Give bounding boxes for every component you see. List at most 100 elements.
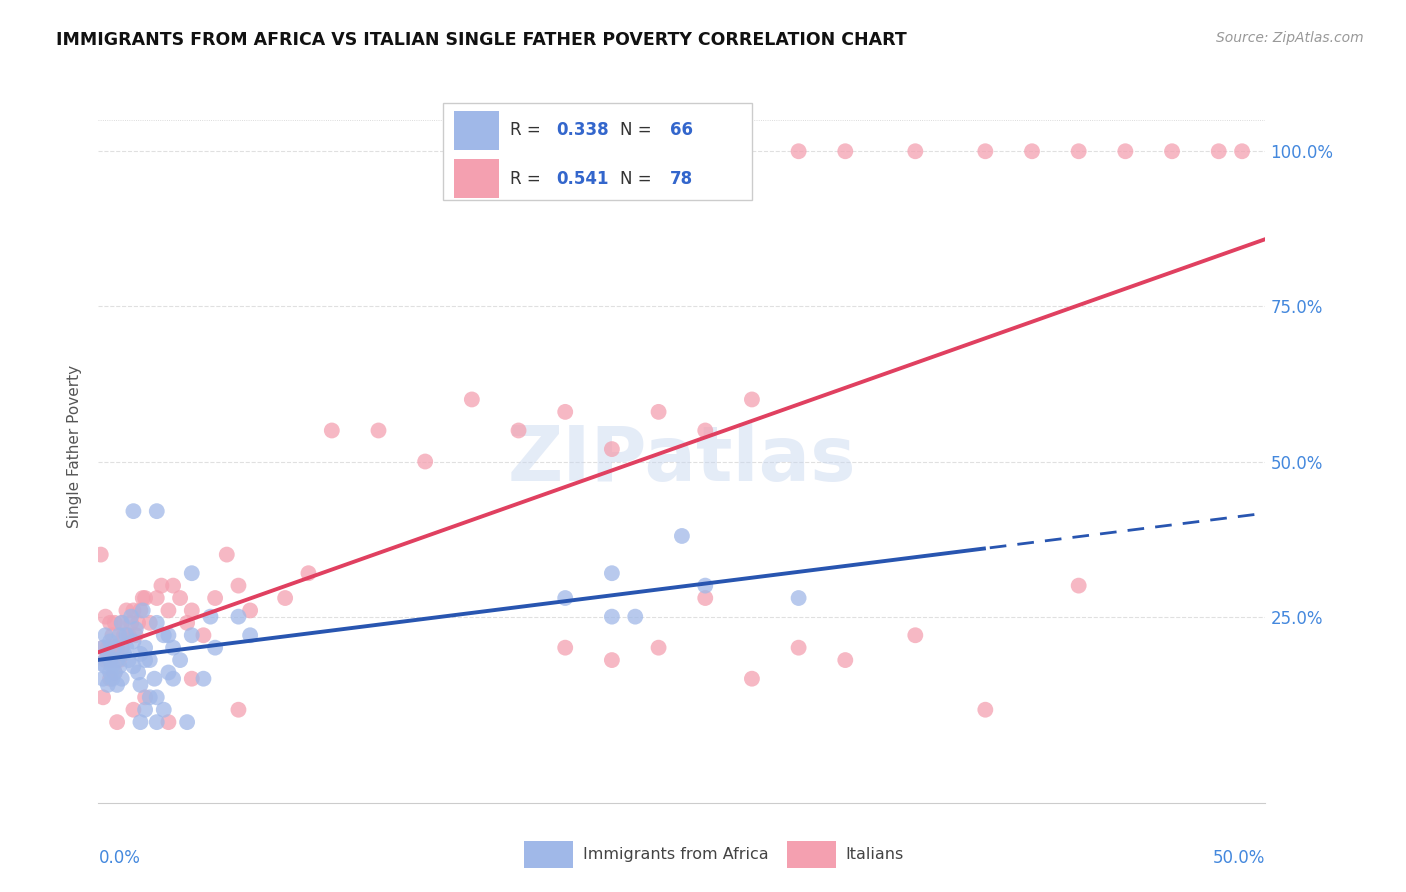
Point [169, 653, 191, 667]
Point [91, 640, 114, 655]
Point [134, 690, 156, 705]
Point [1230, 145, 1253, 159]
Point [132, 591, 155, 605]
Point [508, 424, 530, 438]
Point [115, 628, 138, 642]
Text: Italians: Italians [845, 847, 904, 862]
Point [134, 653, 156, 667]
Point [101, 640, 124, 655]
Point [97, 640, 120, 655]
FancyBboxPatch shape [524, 840, 574, 868]
Point [741, 672, 763, 686]
Point [98, 634, 121, 648]
Text: IMMIGRANTS FROM AFRICA VS ITALIAN SINGLE FATHER POVERTY CORRELATION CHART: IMMIGRANTS FROM AFRICA VS ITALIAN SINGLE… [56, 31, 907, 49]
Point [105, 640, 128, 655]
Point [122, 703, 145, 717]
Text: 66: 66 [671, 121, 693, 139]
Point [150, 579, 173, 593]
Point [974, 703, 997, 717]
Point [146, 591, 169, 605]
Point [104, 665, 127, 680]
Point [91, 640, 114, 655]
Point [90, 548, 112, 562]
Point [413, 454, 436, 468]
Point [787, 591, 810, 605]
Point [94, 609, 117, 624]
Point [97, 678, 120, 692]
Point [193, 628, 215, 642]
Point [129, 647, 152, 661]
Point [671, 529, 693, 543]
Point [193, 672, 215, 686]
Point [157, 665, 180, 680]
Point [98, 653, 121, 667]
Point [1021, 145, 1043, 159]
Point [122, 659, 145, 673]
Point [176, 715, 198, 730]
Point [115, 603, 138, 617]
Point [97, 647, 120, 661]
Point [200, 609, 222, 624]
Point [1208, 145, 1230, 159]
Point [105, 653, 128, 667]
Point [112, 647, 135, 661]
Text: 0.0%: 0.0% [98, 849, 141, 867]
Point [132, 603, 155, 617]
Point [974, 145, 997, 159]
Point [157, 628, 180, 642]
Point [600, 609, 623, 624]
Point [904, 628, 927, 642]
Point [98, 665, 121, 680]
Text: N =: N = [620, 169, 657, 187]
Point [239, 603, 262, 617]
Point [91, 690, 114, 705]
Point [695, 591, 717, 605]
Point [111, 640, 134, 655]
Point [834, 145, 856, 159]
Point [104, 665, 127, 680]
Point [118, 653, 141, 667]
Point [239, 628, 262, 642]
Point [120, 615, 142, 630]
Point [98, 672, 121, 686]
Point [105, 715, 128, 730]
Point [115, 640, 138, 655]
Point [554, 591, 576, 605]
Point [600, 653, 623, 667]
Text: 50.0%: 50.0% [1213, 849, 1265, 867]
Point [228, 579, 250, 593]
Point [204, 591, 226, 605]
Point [104, 615, 127, 630]
Point [139, 615, 162, 630]
FancyBboxPatch shape [454, 159, 499, 198]
Point [367, 424, 389, 438]
Point [139, 690, 162, 705]
Point [600, 442, 623, 456]
Point [98, 653, 121, 667]
Point [321, 424, 343, 438]
Point [129, 715, 152, 730]
Text: 0.541: 0.541 [555, 169, 609, 187]
Point [834, 653, 856, 667]
Point [90, 656, 112, 670]
Point [111, 672, 134, 686]
Point [111, 615, 134, 630]
Point [461, 392, 484, 407]
Point [118, 628, 141, 642]
Point [134, 640, 156, 655]
Point [101, 659, 124, 673]
Point [125, 622, 148, 636]
FancyBboxPatch shape [787, 840, 837, 868]
Point [146, 690, 169, 705]
Point [600, 566, 623, 581]
Point [111, 615, 134, 630]
Point [787, 145, 810, 159]
Point [127, 665, 149, 680]
Point [120, 609, 142, 624]
Point [162, 672, 184, 686]
Text: N =: N = [620, 121, 657, 139]
Point [180, 603, 202, 617]
Point [274, 591, 297, 605]
Point [228, 609, 250, 624]
Point [112, 628, 135, 642]
